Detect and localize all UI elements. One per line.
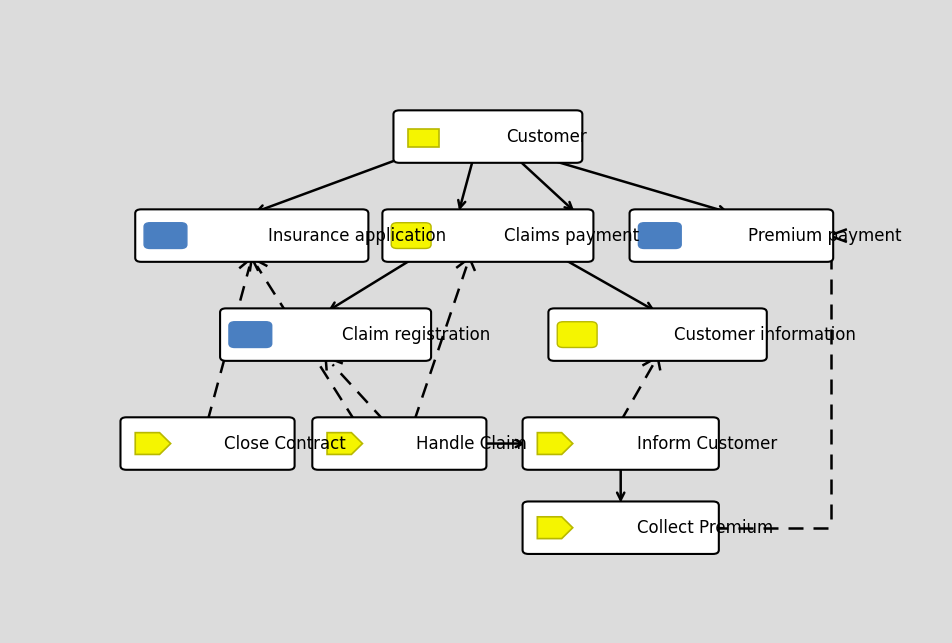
Polygon shape [537, 517, 573, 539]
FancyBboxPatch shape [557, 322, 597, 347]
Text: Premium payment: Premium payment [747, 226, 902, 244]
FancyBboxPatch shape [228, 322, 271, 347]
FancyBboxPatch shape [391, 222, 431, 248]
Text: Insurance application: Insurance application [268, 226, 446, 244]
FancyBboxPatch shape [523, 502, 719, 554]
Polygon shape [135, 433, 170, 455]
FancyBboxPatch shape [135, 210, 368, 262]
FancyBboxPatch shape [639, 222, 682, 248]
FancyBboxPatch shape [144, 222, 187, 248]
FancyBboxPatch shape [383, 210, 593, 262]
FancyBboxPatch shape [220, 309, 431, 361]
Text: Customer: Customer [506, 127, 587, 145]
Text: Collect Premium: Collect Premium [637, 519, 773, 537]
FancyBboxPatch shape [121, 417, 294, 470]
Text: Claim registration: Claim registration [342, 325, 490, 343]
Text: Claims payment: Claims payment [505, 226, 639, 244]
Text: Handle Claim: Handle Claim [416, 435, 526, 453]
FancyBboxPatch shape [629, 210, 833, 262]
FancyBboxPatch shape [312, 417, 486, 470]
Polygon shape [537, 433, 573, 455]
FancyBboxPatch shape [408, 129, 439, 147]
FancyBboxPatch shape [548, 309, 766, 361]
Text: Inform Customer: Inform Customer [637, 435, 777, 453]
FancyBboxPatch shape [523, 417, 719, 470]
Text: Customer information: Customer information [674, 325, 856, 343]
FancyBboxPatch shape [393, 111, 583, 163]
Polygon shape [327, 433, 363, 455]
Text: Close Contract: Close Contract [224, 435, 346, 453]
